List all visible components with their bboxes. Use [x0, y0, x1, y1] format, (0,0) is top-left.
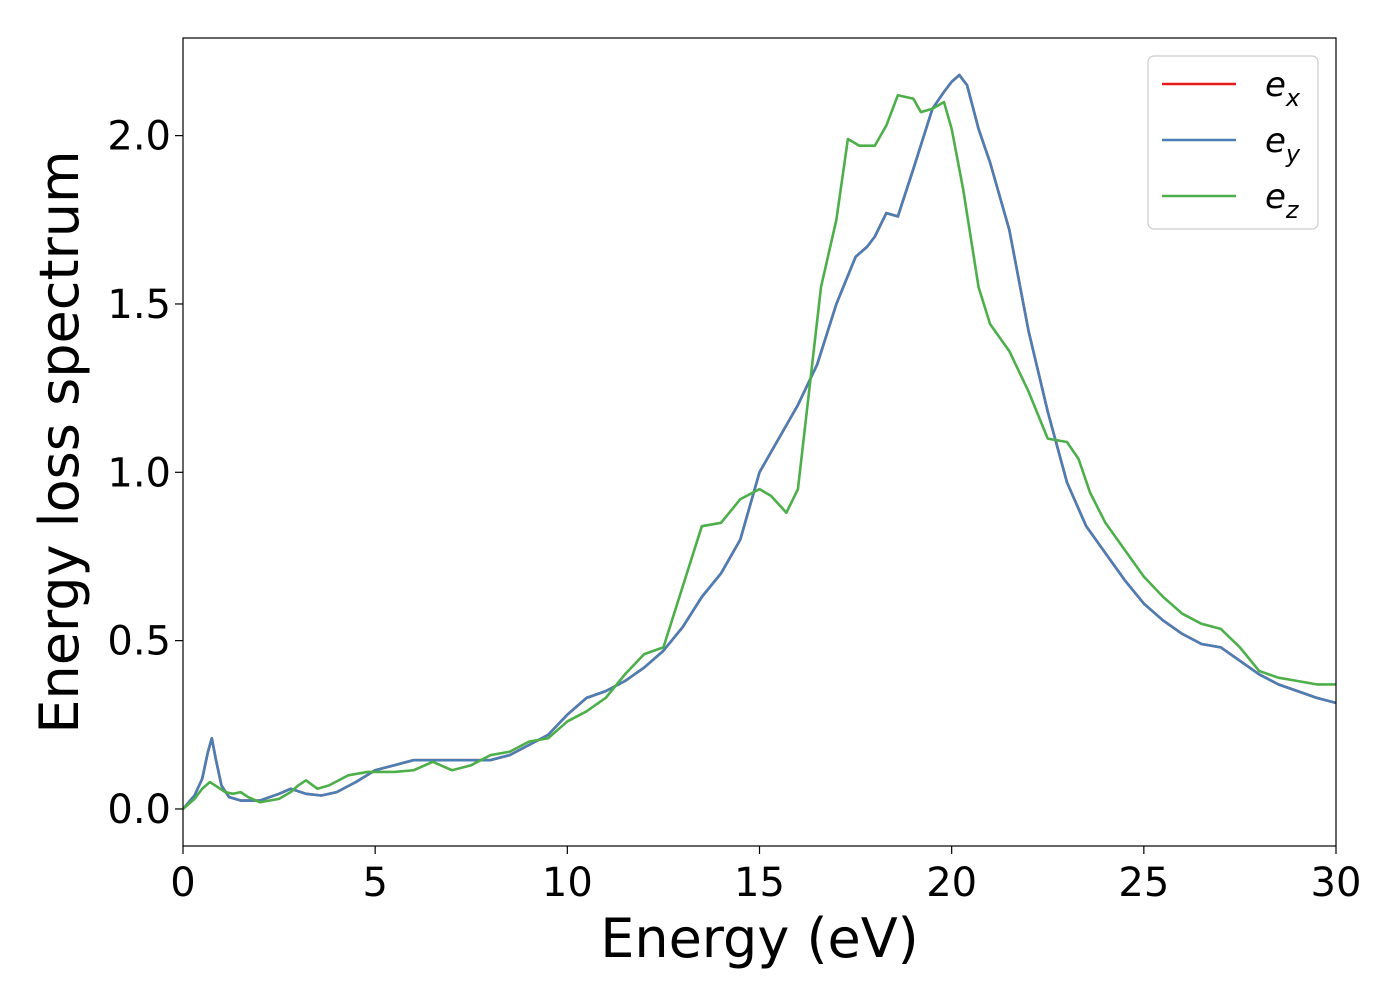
x-tick-label: 5	[362, 860, 387, 906]
x-tick-label: 25	[1118, 860, 1169, 906]
x-axis-title: Energy (eV)	[600, 907, 919, 970]
y-tick-label: 1.5	[107, 282, 171, 328]
legend-label-y: ey	[1265, 121, 1301, 168]
legend-box	[1147, 55, 1319, 230]
y-tick-label: 0.5	[107, 619, 171, 665]
x-tick-label: 15	[734, 860, 785, 906]
legend: ex ey ez	[1147, 55, 1319, 230]
x-tick-label: 0	[170, 860, 195, 906]
series-line-y	[183, 73, 1336, 811]
y-axis: 0.0 0.5 1.0 1.5 2.0	[107, 114, 183, 833]
x-tick-label: 20	[926, 860, 977, 906]
legend-label-x: ex	[1265, 65, 1301, 112]
y-tick-label: 2.0	[107, 114, 171, 160]
y-tick-label: 0.0	[107, 787, 171, 833]
y-axis-title: Energy loss spectrum	[28, 150, 91, 733]
x-axis: 0 5 10 15 20 25 30	[170, 846, 1361, 906]
series-line-z	[183, 93, 1336, 811]
y-tick-label: 1.0	[107, 450, 171, 496]
plot-area	[183, 73, 1336, 811]
x-tick-label: 10	[542, 860, 593, 906]
legend-label-z: ez	[1265, 177, 1300, 224]
x-tick-label: 30	[1311, 860, 1362, 906]
